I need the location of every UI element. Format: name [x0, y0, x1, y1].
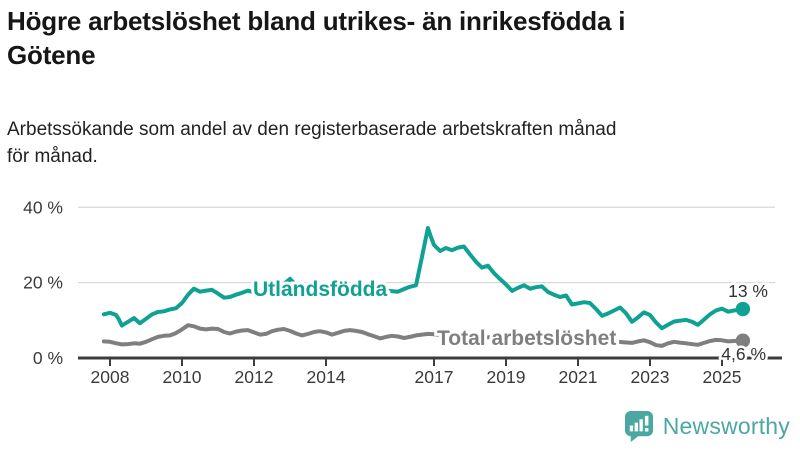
series-line-utlandsfodda	[101, 226, 745, 331]
series-label-total-arbetsloshet: Total arbetslöshet	[437, 327, 616, 350]
series-label-utlandsfodda: Utlandsfödda	[253, 278, 387, 301]
chart-title: Högre arbetslöshet bland utrikes- än inr…	[7, 4, 795, 72]
series-line-total	[101, 323, 745, 348]
chart-title-line-2: Götene	[7, 40, 96, 70]
chart-title-line-1: Högre arbetslöshet bland utrikes- än inr…	[7, 6, 626, 36]
newsworthy-logo-text: Newsworthy	[662, 413, 790, 439]
newsworthy-logo: Newsworthy	[624, 410, 790, 443]
x-tick-label: 2010	[163, 367, 202, 387]
end-dot	[735, 333, 751, 348]
chart-subtitle-line-1: Arbetssökande som andel av den registerb…	[7, 119, 617, 140]
y-tick-label: 40 %	[23, 197, 63, 217]
bar-chart-speech-bubble-icon	[624, 411, 653, 442]
line-chart: 2008 2010 2012 2014 2017 2019 2021 2023 2025 0 % 2…	[23, 197, 782, 387]
x-tick-label: 2012	[235, 367, 274, 387]
x-tick-label: 2017	[415, 367, 454, 387]
y-tick-label: 20 %	[23, 273, 63, 293]
end-value-label-utlandsfodda: 13 %	[728, 281, 768, 301]
end-dot	[735, 301, 751, 317]
x-tick-label: 2021	[559, 367, 598, 387]
x-tick-label: 2025	[703, 367, 742, 387]
x-tick-label: 2019	[487, 367, 526, 387]
x-tick-label: 2014	[307, 367, 346, 387]
end-value-label-total: 4,6 %	[721, 344, 766, 364]
chart-subtitle-line-2: för månad.	[7, 146, 98, 167]
x-tick-label: 2023	[631, 367, 670, 387]
x-tick-label: 2008	[91, 367, 130, 387]
y-tick-label: 0 %	[33, 348, 63, 368]
chart-subtitle: Arbetssökande som andel av den registerb…	[7, 116, 795, 170]
